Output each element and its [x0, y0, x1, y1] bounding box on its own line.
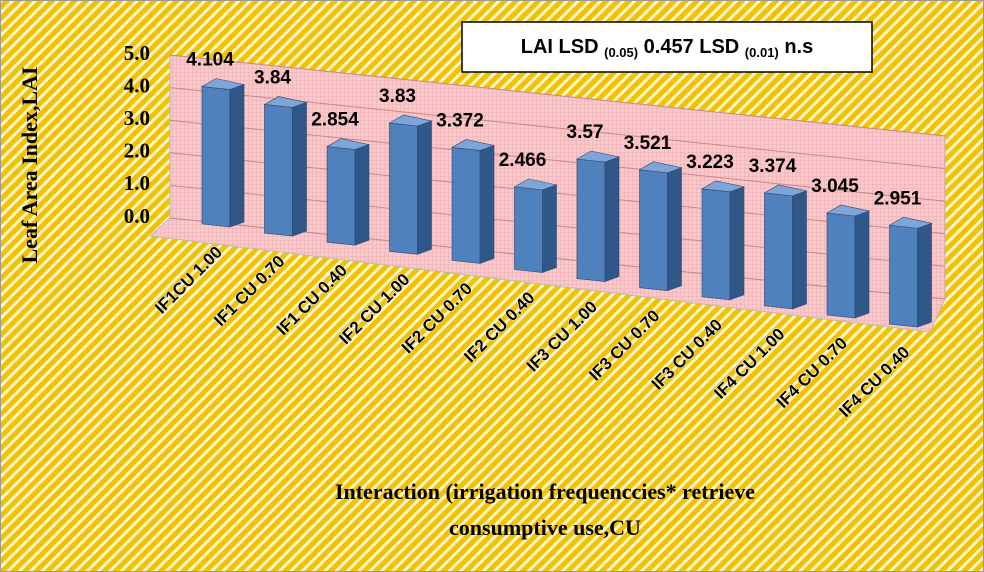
data-label: 3.57 — [567, 122, 604, 143]
bar-top — [763, 184, 808, 197]
bar-front — [326, 146, 356, 246]
bar-front — [264, 104, 293, 237]
bar-front — [701, 188, 731, 301]
bar-top — [888, 216, 933, 229]
data-label: 3.83 — [379, 86, 416, 107]
data-label: 3.374 — [749, 156, 797, 177]
y-tick-label: 3.0 — [124, 106, 150, 130]
x-axis-label: Interaction (irrigation frequenccies* re… — [335, 479, 755, 504]
bar-side — [854, 210, 870, 319]
bar — [576, 150, 621, 283]
bar-front — [514, 186, 543, 273]
bar — [388, 114, 433, 255]
bar-side — [917, 222, 932, 328]
annotation-text: LAI LSD — [521, 36, 604, 58]
bar — [701, 180, 746, 301]
y-tick-label: 0.0 — [124, 204, 150, 228]
bar — [201, 78, 246, 228]
bar-side — [792, 190, 807, 310]
annotation-subscript: (0.01) — [745, 45, 779, 60]
data-label: 2.854 — [311, 110, 359, 131]
data-label: 2.466 — [499, 150, 547, 171]
bar — [326, 138, 371, 246]
bar-top — [263, 96, 308, 108]
bar-top — [826, 204, 871, 217]
bar-top — [451, 139, 496, 151]
y-tick-label: 1.0 — [124, 171, 150, 195]
data-label: 2.951 — [874, 188, 922, 209]
bar-side — [604, 156, 620, 283]
annotation-text: n.s — [779, 36, 813, 58]
annotation-text: 0.457 LSD — [638, 36, 745, 58]
bar-side — [479, 145, 495, 264]
bar — [826, 204, 871, 319]
annotation-box — [461, 21, 873, 73]
bar-front — [201, 86, 231, 228]
bar-front — [764, 192, 793, 310]
bar-side — [417, 120, 432, 255]
data-label: 3.84 — [254, 67, 291, 88]
bar-front — [826, 212, 856, 319]
annotation: LAI LSD (0.05) 0.457 LSD (0.01) n.s — [521, 36, 813, 60]
bar-side — [542, 184, 557, 273]
y-tick-label: 2.0 — [124, 139, 150, 163]
data-label: 3.223 — [686, 152, 734, 173]
bar-top — [326, 138, 371, 150]
bar-top — [701, 180, 746, 193]
bar-front — [389, 122, 418, 255]
bar — [638, 161, 683, 292]
data-label: 3.521 — [624, 133, 672, 154]
bar-front — [576, 158, 606, 282]
bar-side — [354, 144, 370, 246]
y-tick-label: 5.0 — [124, 41, 150, 65]
grid-line — [169, 54, 946, 137]
bar-top — [388, 114, 433, 127]
data-label: 3.372 — [436, 110, 484, 131]
bar — [513, 178, 558, 273]
x-axis-label: consumptive use,CU — [449, 515, 641, 540]
y-axis-label: Leaf Area Index,LAI — [17, 67, 42, 264]
bar-side — [229, 84, 245, 228]
bar-top — [638, 161, 683, 174]
data-label: 3.045 — [811, 176, 859, 197]
bar-top — [576, 150, 621, 163]
bar — [888, 216, 933, 328]
bar-side — [667, 167, 682, 292]
bar-side — [292, 102, 307, 237]
bar-top — [513, 178, 558, 191]
bar-front — [639, 169, 668, 292]
y-tick-label: 4.0 — [124, 73, 150, 97]
data-label: 4.104 — [186, 50, 234, 71]
bar-top — [201, 78, 246, 90]
bar-front — [889, 224, 918, 328]
bar — [763, 184, 808, 310]
bar-front — [451, 147, 481, 264]
bar — [451, 139, 496, 264]
annotation-subscript: (0.05) — [604, 45, 638, 60]
bar-side — [729, 186, 745, 301]
bar — [263, 96, 308, 237]
